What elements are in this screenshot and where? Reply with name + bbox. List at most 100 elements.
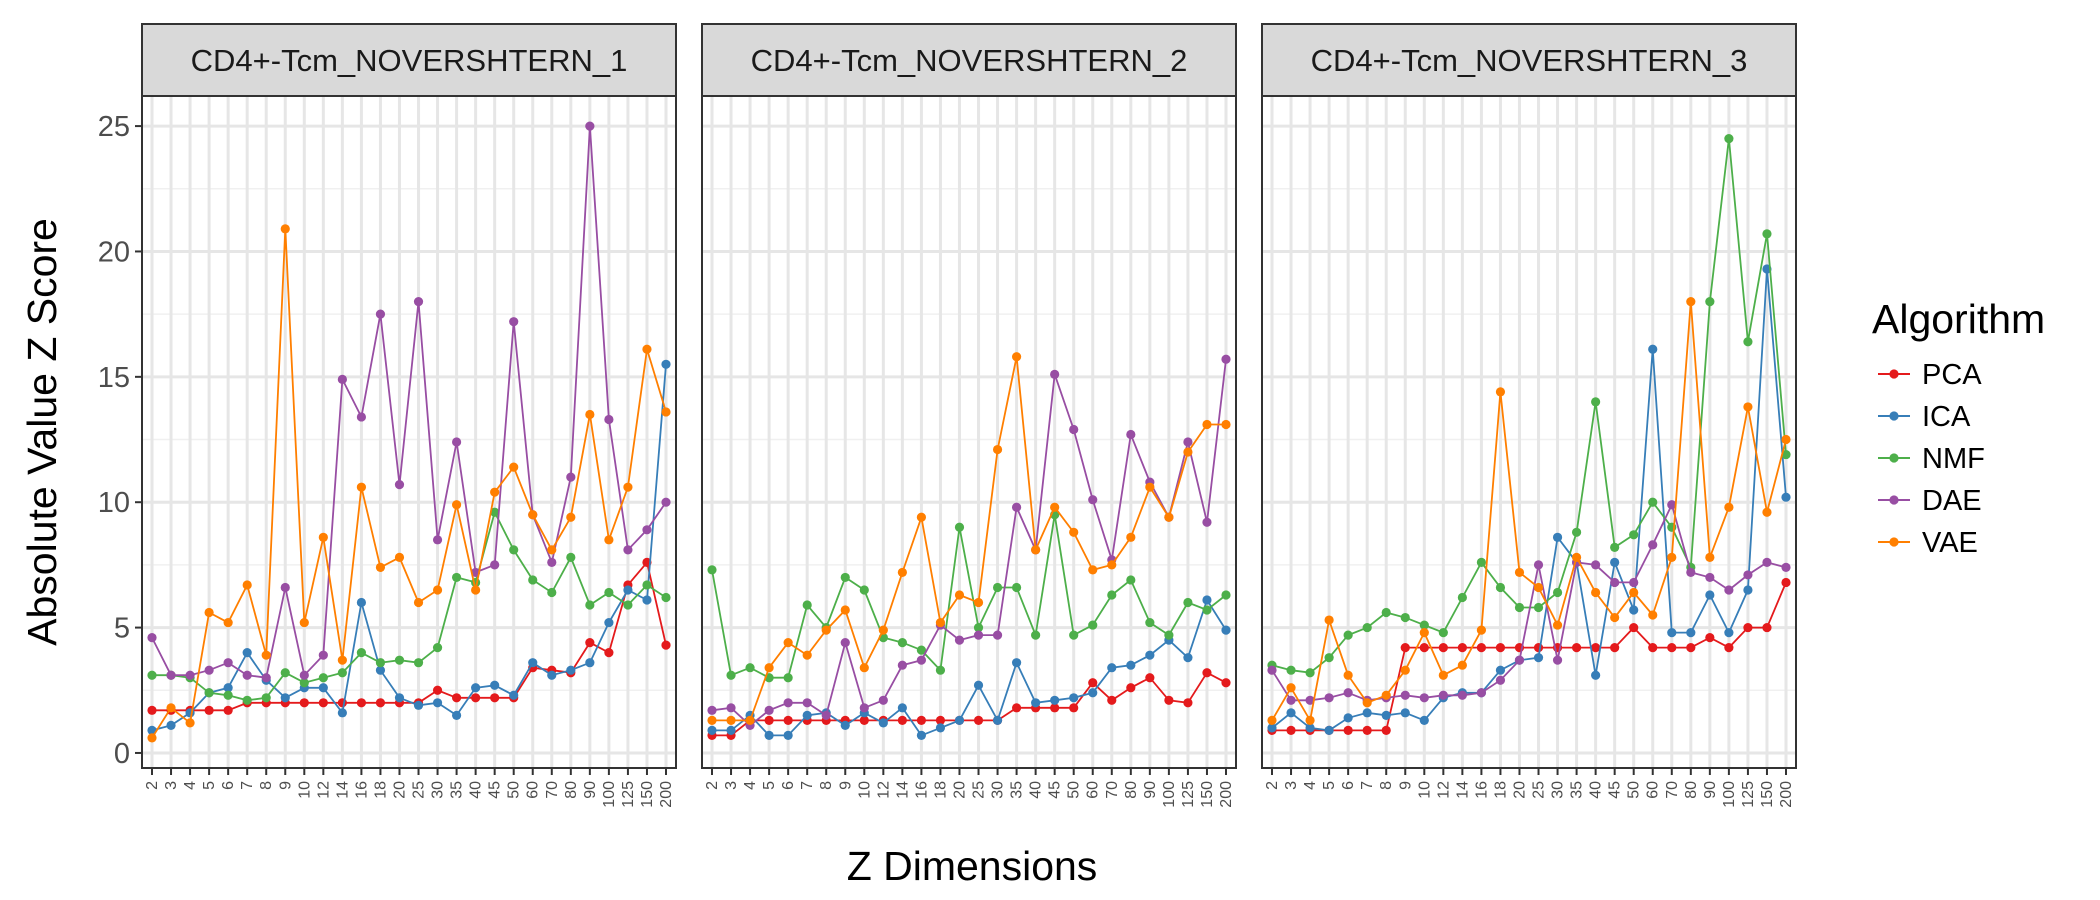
data-point	[1571, 552, 1582, 562]
x-tick-label: 9	[1397, 781, 1414, 790]
series-line-pca	[1272, 582, 1787, 732]
data-point	[299, 678, 309, 688]
data-point	[1495, 582, 1506, 593]
data-point	[204, 688, 214, 698]
data-point	[432, 698, 443, 708]
x-tick-label: 10	[296, 781, 313, 799]
x-tick-label: 30	[990, 781, 1007, 799]
data-point	[954, 635, 965, 645]
data-point	[1686, 627, 1696, 638]
data-point	[661, 359, 671, 369]
data-point	[1648, 344, 1658, 354]
data-point	[1781, 434, 1791, 445]
data-point	[204, 607, 214, 618]
x-tick-label: 150	[1759, 781, 1776, 808]
x-tick-label: 3	[723, 781, 740, 790]
data-point	[604, 414, 614, 425]
data-point	[661, 592, 671, 603]
x-tick-label: 6	[780, 781, 797, 790]
data-point	[1476, 688, 1487, 698]
data-point	[585, 600, 595, 610]
data-point	[1438, 627, 1448, 638]
data-point	[992, 444, 1003, 455]
data-point	[1145, 650, 1155, 660]
data-point	[1221, 419, 1231, 430]
data-point	[878, 718, 888, 728]
data-point	[204, 705, 214, 715]
data-point	[432, 535, 443, 545]
x-tick-label: 50	[1626, 781, 1643, 799]
data-point	[642, 344, 652, 354]
data-point	[897, 703, 907, 713]
data-point	[1705, 552, 1715, 562]
data-point	[1533, 653, 1544, 663]
data-point	[802, 698, 812, 708]
legend-item-pca: PCA	[1878, 359, 1982, 391]
data-point	[1781, 577, 1791, 588]
data-point	[1126, 575, 1136, 585]
data-point	[1629, 605, 1639, 615]
x-tick-label: 9	[277, 781, 294, 790]
data-point	[1183, 437, 1193, 447]
data-point	[1324, 693, 1334, 703]
x-tick-label: 150	[1199, 781, 1216, 808]
series-line-ica	[151, 364, 667, 732]
data-point	[1183, 653, 1193, 663]
data-point	[992, 630, 1003, 640]
data-point	[1476, 625, 1487, 635]
data-point	[821, 625, 831, 635]
data-point	[1305, 715, 1315, 725]
data-point	[1286, 708, 1296, 718]
data-point	[916, 730, 927, 741]
data-point	[707, 715, 717, 725]
data-point	[1629, 577, 1639, 588]
data-point	[1202, 595, 1212, 605]
x-tick-label: 60	[1645, 781, 1662, 799]
data-point	[897, 638, 907, 648]
data-point	[1381, 607, 1391, 618]
data-point	[642, 525, 652, 535]
data-point	[1221, 354, 1231, 364]
data-point	[1164, 630, 1174, 640]
data-point	[318, 650, 328, 660]
x-tick-label: 90	[582, 781, 599, 799]
data-point	[821, 710, 831, 720]
data-point	[432, 685, 443, 695]
data-point	[1648, 610, 1658, 620]
data-point	[764, 663, 774, 673]
data-point	[147, 633, 157, 643]
data-point	[783, 673, 793, 683]
data-point	[490, 487, 500, 497]
series-line-vae	[151, 228, 667, 739]
data-point	[840, 638, 850, 648]
data-point	[147, 733, 157, 743]
data-point	[1495, 675, 1506, 685]
series-vae	[707, 352, 1231, 725]
legend-key-point	[1889, 495, 1899, 505]
data-point	[242, 648, 252, 658]
x-tick-label: 7	[799, 781, 816, 790]
data-point	[642, 595, 652, 605]
data-point	[1324, 725, 1334, 735]
y-tick-label: 15	[98, 362, 130, 394]
data-point	[509, 462, 519, 472]
x-tick-label: 35	[449, 781, 466, 799]
data-point	[1705, 572, 1715, 583]
data-point	[1362, 698, 1372, 708]
data-point	[1667, 627, 1677, 638]
data-point	[1107, 695, 1117, 705]
x-tick-label: 70	[1104, 781, 1121, 799]
legend-item-ica: ICA	[1878, 401, 1971, 433]
x-tick-label: 100	[601, 781, 618, 808]
data-point	[1743, 570, 1753, 580]
y-tick-label: 25	[98, 111, 130, 143]
series-line-nmf	[152, 509, 667, 702]
data-point	[604, 617, 614, 628]
data-point	[1305, 723, 1315, 733]
data-point	[1610, 577, 1620, 588]
data-point	[242, 580, 252, 590]
data-point	[1221, 625, 1231, 635]
legend-title: Algorithm	[1872, 296, 2045, 342]
panel-background	[142, 96, 676, 768]
data-point	[1400, 643, 1410, 653]
